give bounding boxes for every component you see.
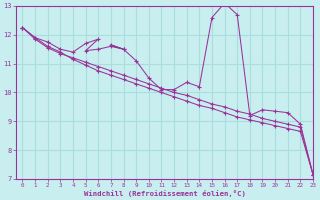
X-axis label: Windchill (Refroidissement éolien,°C): Windchill (Refroidissement éolien,°C) bbox=[84, 190, 245, 197]
